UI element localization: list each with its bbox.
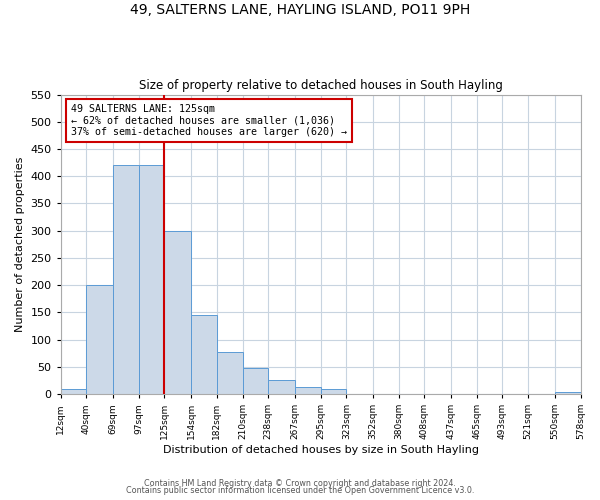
Bar (164, 230, 191, 394)
Y-axis label: Number of detached properties: Number of detached properties (15, 156, 25, 332)
Bar (555, 392, 581, 394)
Bar (86, 285, 113, 394)
Text: 49, SALTERNS LANE, HAYLING ISLAND, PO11 9PH: 49, SALTERNS LANE, HAYLING ISLAND, PO11 … (130, 2, 470, 16)
Bar (268, 380, 295, 394)
Bar (113, 166, 139, 394)
Bar (295, 387, 320, 394)
X-axis label: Distribution of detached houses by size in South Hayling: Distribution of detached houses by size … (163, 445, 479, 455)
Text: 49 SALTERNS LANE: 125sqm
← 62% of detached houses are smaller (1,036)
37% of sem: 49 SALTERNS LANE: 125sqm ← 62% of detach… (71, 104, 347, 136)
Text: Contains HM Land Registry data © Crown copyright and database right 2024.: Contains HM Land Registry data © Crown c… (144, 478, 456, 488)
Bar (139, 166, 164, 394)
Title: Size of property relative to detached houses in South Hayling: Size of property relative to detached ho… (139, 79, 503, 92)
Text: Contains public sector information licensed under the Open Government Licence v3: Contains public sector information licen… (126, 486, 474, 495)
Bar (191, 315, 217, 394)
Bar (61, 388, 86, 394)
Bar (320, 388, 346, 394)
Bar (242, 368, 268, 394)
Bar (217, 352, 242, 394)
